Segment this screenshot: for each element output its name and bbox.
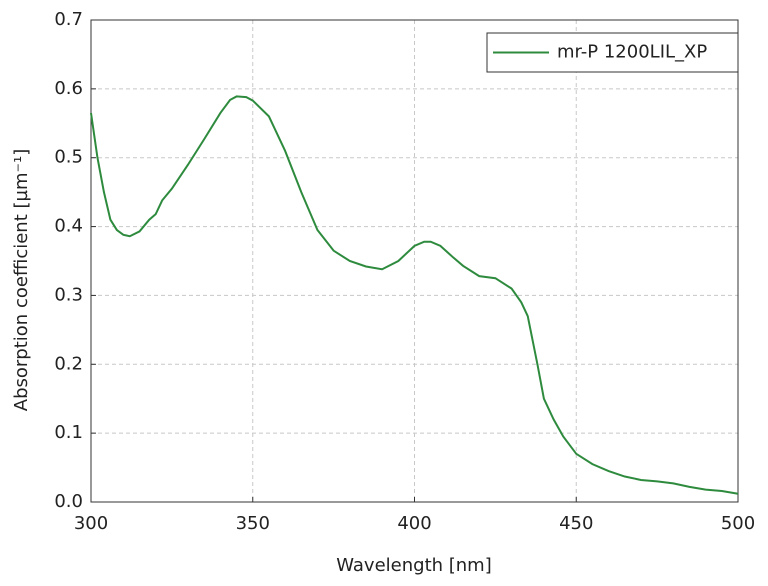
- y-tick-label: 0.7: [54, 9, 83, 30]
- y-axis-label: Absorption coefficient [µm⁻¹]: [11, 149, 32, 411]
- y-tick-label: 0.6: [54, 78, 83, 99]
- y-tick-label: 0.3: [54, 284, 83, 305]
- legend-label: mr-P 1200LIL_XP: [557, 42, 707, 63]
- plot-frame: [90, 19, 739, 503]
- y-tick-label: 0.4: [54, 216, 83, 237]
- y-tick-label: 0.2: [54, 353, 83, 374]
- x-tick-label: 450: [559, 513, 593, 534]
- y-tick-label: 0.0: [54, 491, 83, 512]
- x-tick-label: 350: [236, 513, 270, 534]
- y-tick-label: 0.1: [54, 422, 83, 443]
- data-line: [90, 95, 739, 495]
- x-tick-label: 300: [74, 513, 108, 534]
- y-tick-label: 0.5: [54, 147, 83, 168]
- x-axis-label: Wavelength [nm]: [336, 555, 492, 576]
- x-tick-label: 500: [721, 513, 755, 534]
- x-tick-label: 400: [397, 513, 431, 534]
